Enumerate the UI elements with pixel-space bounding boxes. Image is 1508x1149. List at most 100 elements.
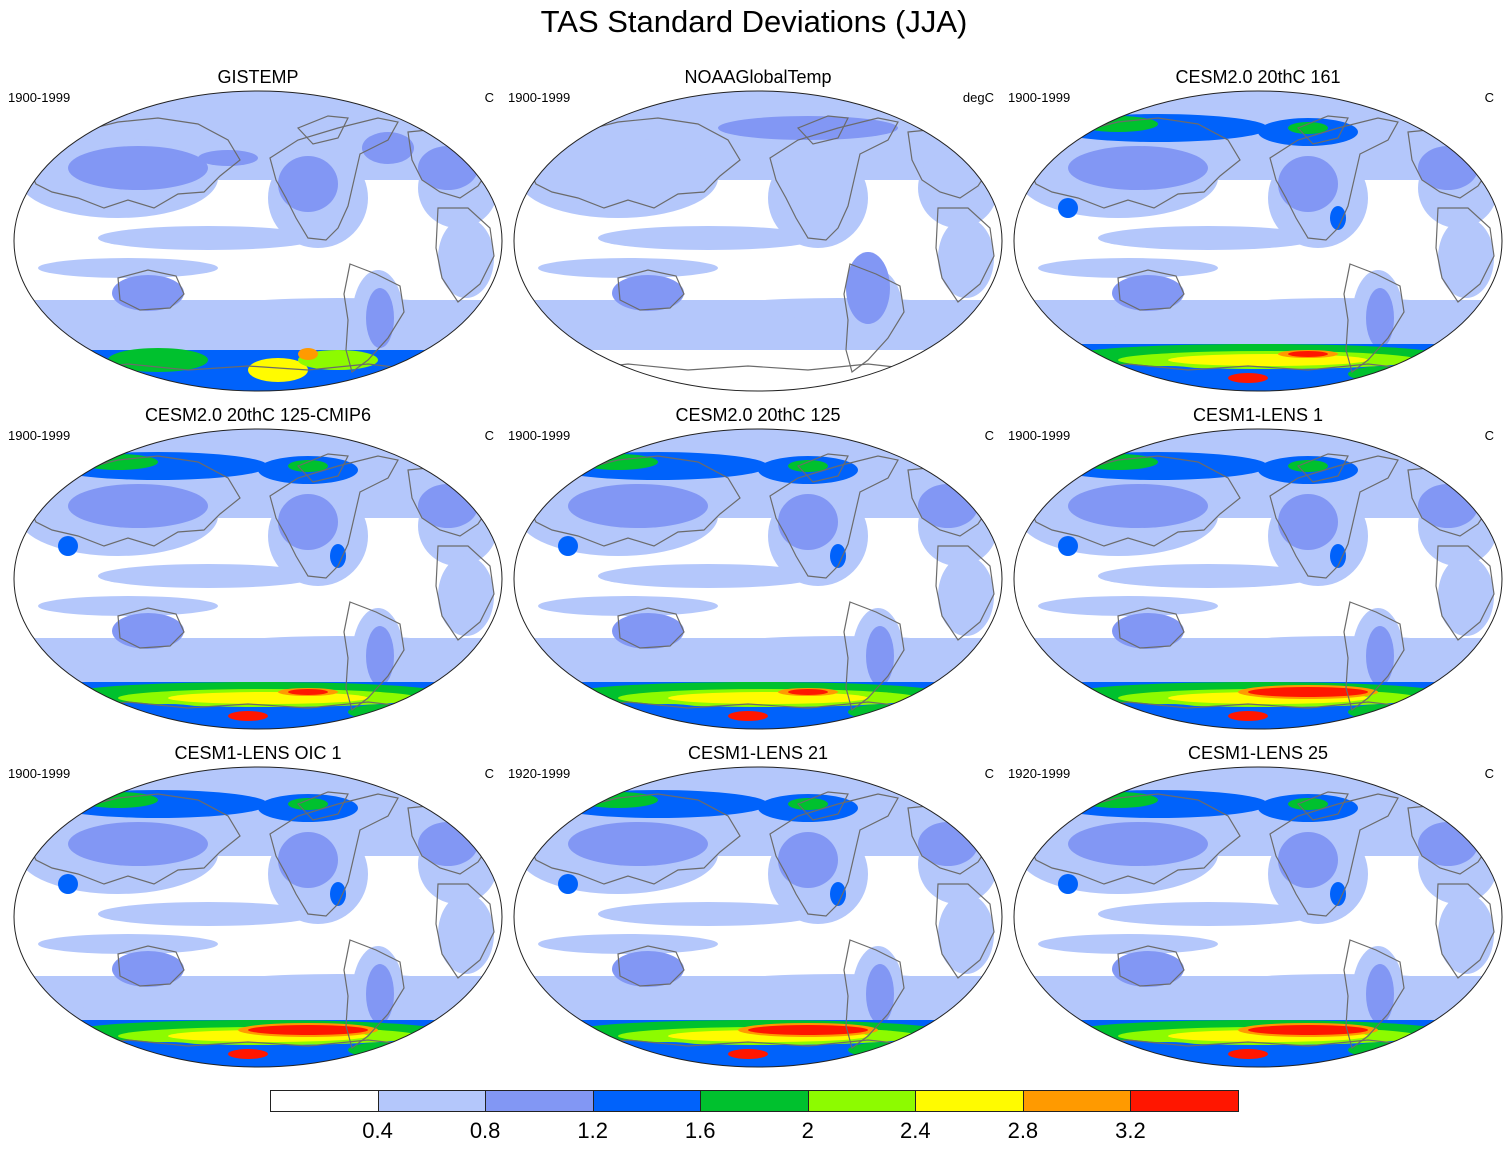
panel-units-label: C — [1484, 428, 1494, 443]
panel-units-label: C — [484, 428, 494, 443]
map-panel: CESM1-LENS 25 1920-1999 C — [1008, 742, 1508, 1072]
coastline — [27, 455, 241, 547]
contour-region — [13, 980, 128, 1008]
map-boundary — [1013, 428, 1503, 730]
coastline — [843, 601, 905, 712]
coastline — [117, 607, 185, 649]
contour-region — [68, 146, 208, 190]
contour-region — [298, 348, 318, 360]
colorbar-tick-label: 2.4 — [900, 1118, 931, 1143]
robinson-map — [1013, 90, 1503, 392]
coastline — [77, 701, 439, 711]
contour-region — [1228, 1049, 1268, 1059]
contour-region — [1098, 226, 1318, 250]
map-panel: CESM2.0 20thC 125 1900-1999 C — [508, 404, 1008, 734]
colorbar-tick-label: 1.6 — [684, 1118, 716, 1143]
coastlines — [27, 115, 495, 374]
coastline — [769, 455, 899, 579]
contour-region — [1330, 882, 1346, 906]
map-boundary — [13, 766, 503, 1068]
coastlines — [27, 453, 495, 712]
panel-period-label: 1900-1999 — [1008, 428, 1071, 443]
contour-region — [366, 288, 394, 348]
contour-region — [1112, 613, 1184, 649]
map-boundary — [513, 428, 1003, 730]
contour-region — [1330, 544, 1346, 568]
contour-region — [1058, 198, 1078, 218]
panel-period-label: 1900-1999 — [8, 90, 71, 105]
colorbar-segment — [592, 1090, 702, 1112]
coastline — [269, 117, 399, 241]
coastline — [1343, 939, 1405, 1050]
panel-title: CESM2.0 20thC 125-CMIP6 — [144, 405, 372, 425]
contour-field — [1013, 90, 1503, 392]
contour-region — [938, 894, 994, 974]
contour-region — [830, 882, 846, 906]
robinson-map — [513, 766, 1003, 1068]
contour-field — [13, 90, 503, 392]
contour-field — [513, 428, 1003, 730]
coastline — [77, 1039, 439, 1049]
contour-region — [38, 596, 218, 616]
contour-field — [1013, 766, 1503, 1068]
contour-region — [248, 358, 308, 382]
contour-region — [718, 974, 958, 994]
coastline — [343, 939, 405, 1050]
contour-region — [1013, 980, 1128, 1008]
panel-units-label: degC — [962, 90, 994, 105]
contour-region — [1228, 711, 1268, 721]
colorbar-tick-label: 0.8 — [469, 1118, 501, 1143]
map-panel: CESM1-LENS 21 1920-1999 C — [508, 742, 1008, 1072]
panel-units-label: C — [1484, 766, 1494, 781]
contour-region — [1098, 902, 1318, 926]
coastline — [1077, 363, 1439, 373]
contour-region — [1168, 354, 1368, 366]
colorbar-segment — [700, 1090, 809, 1112]
coastline — [1027, 793, 1241, 885]
contour-region — [168, 692, 368, 704]
contour-region — [228, 711, 268, 721]
contour-region — [112, 275, 184, 311]
colorbar-tick-label: 1.2 — [577, 1118, 608, 1143]
contour-field — [513, 90, 1003, 392]
robinson-map — [1013, 428, 1503, 730]
panel-title: CESM1-LENS OIC 1 — [174, 743, 342, 763]
contour-region — [1112, 275, 1184, 311]
contour-region — [1038, 596, 1218, 616]
robinson-map — [13, 428, 503, 730]
contour-region — [98, 902, 318, 926]
contour-region — [768, 148, 868, 248]
coastline — [527, 455, 741, 547]
contour-region — [598, 902, 818, 926]
contour-region — [228, 1049, 268, 1059]
contour-region — [366, 626, 394, 686]
panel-title: CESM2.0 20thC 161 — [1175, 67, 1341, 87]
coastline — [527, 793, 741, 885]
coastline — [1435, 883, 1495, 979]
contour-region — [1288, 122, 1328, 134]
contour-region — [938, 218, 994, 298]
coastline — [117, 269, 185, 311]
contour-region — [288, 798, 328, 810]
contour-region — [13, 304, 128, 332]
contour-region — [438, 894, 494, 974]
contour-region — [518, 138, 718, 218]
coastline — [1077, 701, 1439, 711]
contour-region — [788, 798, 828, 810]
coastline — [343, 601, 405, 712]
panel-period-label: 1900-1999 — [1008, 90, 1071, 105]
coastline — [527, 117, 741, 209]
coastline — [769, 117, 899, 241]
map-panel: CESM1-LENS 1 1900-1999 C — [1008, 404, 1508, 734]
map-boundary — [13, 90, 503, 392]
contour-region — [58, 874, 78, 894]
contour-field — [513, 766, 1003, 1068]
robinson-map — [513, 90, 1003, 392]
contour-region — [788, 689, 828, 695]
contour-region — [68, 822, 208, 866]
contour-region — [1248, 687, 1368, 697]
robinson-map — [13, 90, 503, 392]
coastline — [577, 1039, 939, 1049]
contour-region — [1068, 822, 1208, 866]
coastline — [769, 793, 899, 917]
